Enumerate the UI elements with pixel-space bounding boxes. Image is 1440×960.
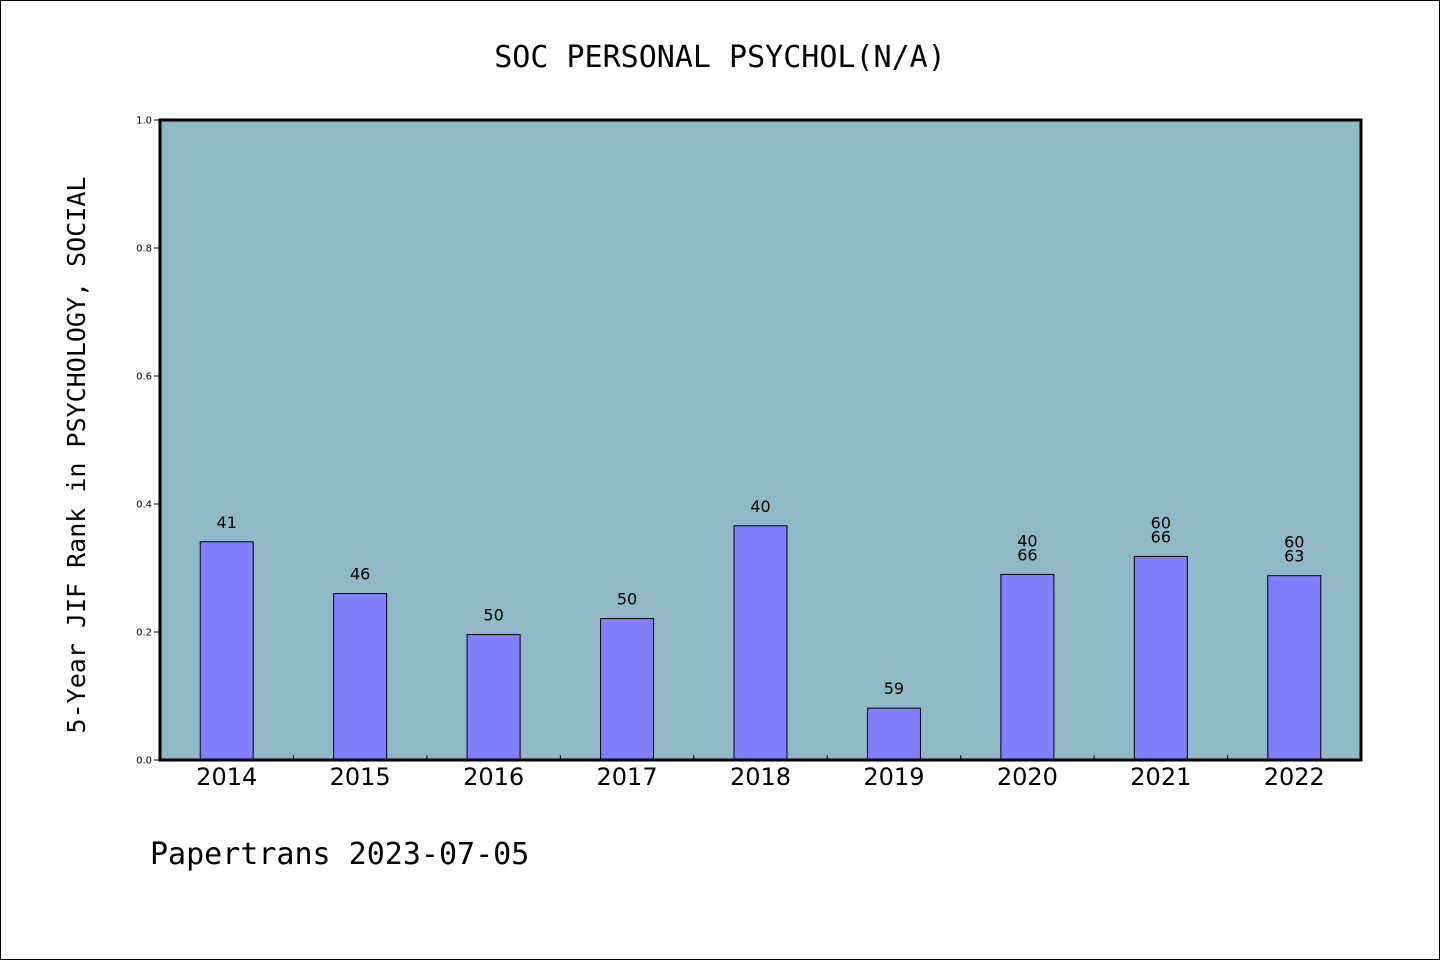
x-tick-label: 2021 (1130, 763, 1191, 791)
bar-data-label: 46 (350, 565, 370, 584)
y-tick-label: 0.2 (136, 628, 152, 639)
y-axis-label: 5-Year JIF Rank in PSYCHOLOGY, SOCIAL (62, 177, 91, 734)
x-tick-label: 2019 (863, 763, 924, 791)
bar-data-label: 63 (1284, 547, 1304, 566)
y-tick-label: 0.8 (136, 244, 152, 255)
x-tick-label: 2018 (730, 763, 791, 791)
y-axis-ticks: 0.0 0.2 0.4 0.6 0.8 1.0 (136, 116, 160, 767)
bar-data-label: 66 (1151, 527, 1171, 546)
bar-data-label: 50 (483, 606, 503, 625)
y-tick-label: 0.4 (136, 500, 152, 511)
plot-border (158, 118, 1363, 762)
bar-data-label: 40 (1017, 531, 1037, 550)
y-tick-label: 1.0 (136, 116, 152, 127)
bar-data-label: 50 (617, 590, 637, 609)
x-tick-label: 2022 (1264, 763, 1325, 791)
bar (600, 618, 655, 761)
y-tick-label: 0.0 (136, 756, 152, 767)
bar (1133, 555, 1188, 761)
bar-data-label: 40 (750, 497, 770, 516)
x-tick-label: 2020 (997, 763, 1058, 791)
y-tick-label: 0.6 (136, 372, 152, 383)
x-axis-ticks: 2014 2015 2016 2017 2018 2019 2020 2021 2022 (196, 755, 1325, 791)
bar (866, 707, 921, 761)
chart-title: SOC PERSONAL PSYCHOL(N/A) (494, 40, 946, 75)
x-tick-label: 2017 (597, 763, 658, 791)
bar-data-label: 60 (1151, 513, 1171, 532)
x-tick-label: 2016 (463, 763, 524, 791)
bar (199, 541, 254, 761)
bar (466, 634, 521, 761)
x-tick-label: 2014 (196, 763, 257, 791)
bar-data-label: 66 (1017, 545, 1037, 564)
bar-data-label: 60 (1284, 533, 1304, 552)
bar (333, 593, 388, 761)
bar-data-label: 41 (217, 513, 237, 532)
footer-text: Papertrans 2023-07-05 (150, 837, 529, 872)
bar (733, 525, 788, 761)
x-tick-label: 2015 (330, 763, 391, 791)
bar-data-label: 59 (884, 679, 904, 698)
bar (1000, 573, 1055, 761)
bar (1267, 575, 1322, 761)
